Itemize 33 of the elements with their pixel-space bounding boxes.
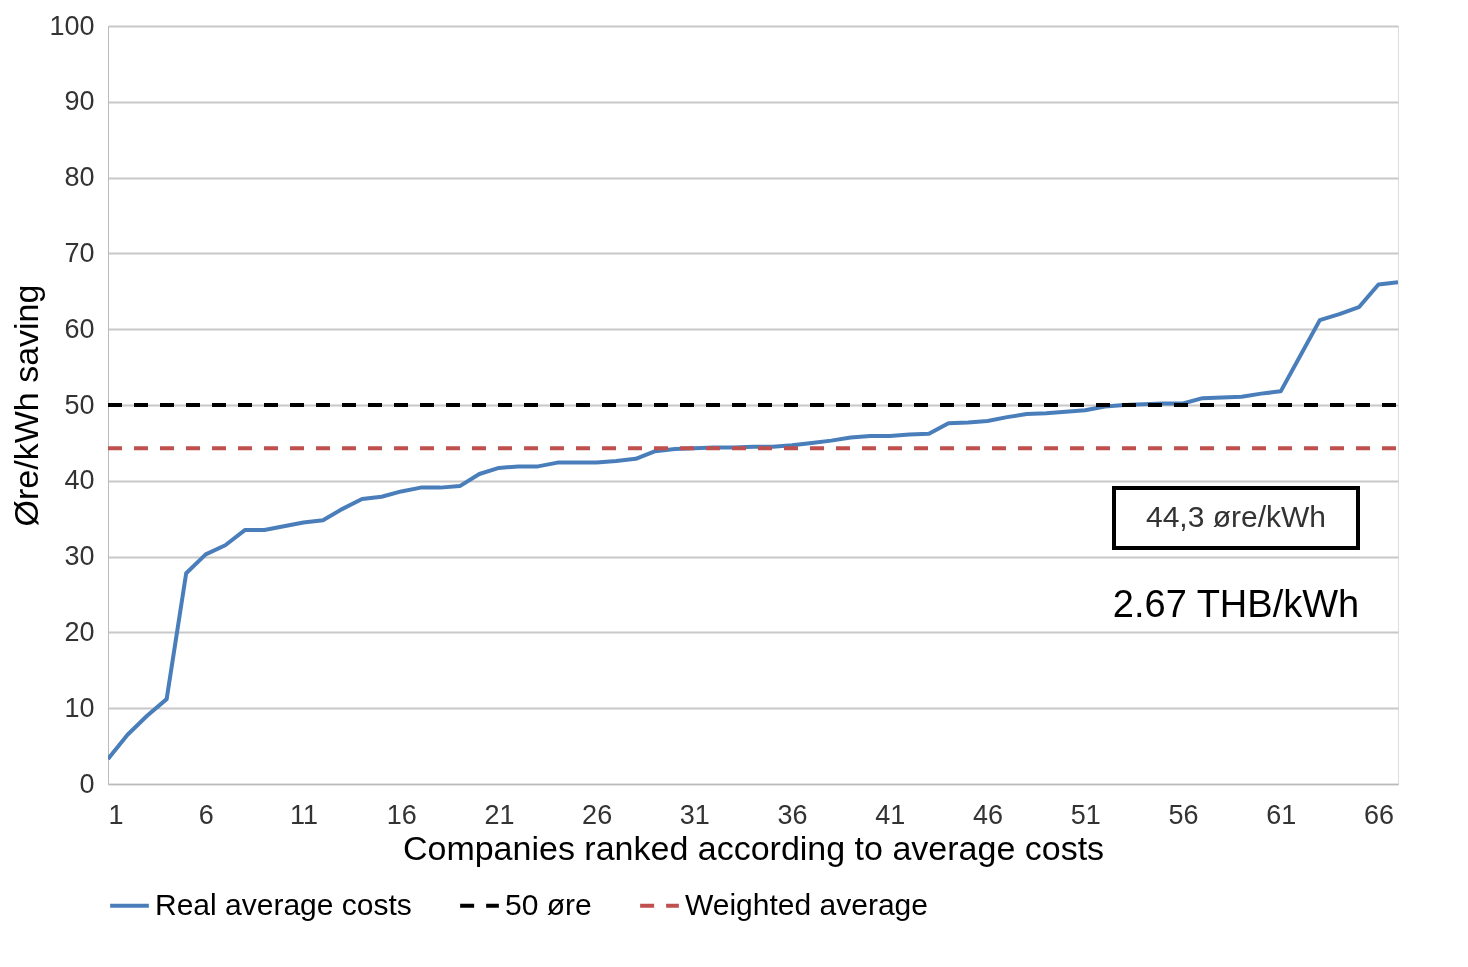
y-tick-label: 100 bbox=[49, 10, 95, 41]
annotation: 2.67 THB/kWh bbox=[1112, 583, 1360, 625]
y-tick-label: 10 bbox=[64, 692, 95, 723]
annotation: 44,3 øre/kWh bbox=[1145, 500, 1327, 533]
legend-label: Weighted average bbox=[685, 887, 928, 921]
x-tick-label: 51 bbox=[1070, 799, 1101, 830]
x-tick-label: 31 bbox=[679, 799, 710, 830]
x-tick-label: 11 bbox=[289, 799, 318, 830]
x-tick-label: 6 bbox=[198, 799, 214, 830]
x-tick-label: 56 bbox=[1168, 799, 1199, 830]
y-tick-label: 70 bbox=[64, 237, 95, 268]
x-tick-label: 26 bbox=[582, 799, 613, 830]
x-tick-label: 41 bbox=[875, 799, 906, 830]
x-tick-label: 1 bbox=[108, 799, 124, 830]
x-tick-label: 36 bbox=[777, 799, 808, 830]
y-tick-label: 50 bbox=[64, 389, 95, 420]
y-tick-label: 40 bbox=[64, 465, 95, 496]
y-axis-title: Øre/kWh saving bbox=[7, 284, 46, 527]
x-tick-label: 61 bbox=[1266, 799, 1297, 830]
y-tick-label: 0 bbox=[79, 768, 95, 799]
y-tick-label: 30 bbox=[64, 541, 95, 572]
x-tick-label: 21 bbox=[484, 799, 515, 830]
x-axis-title: Companies ranked according to average costs bbox=[402, 828, 1105, 867]
y-tick-label: 60 bbox=[64, 313, 95, 344]
legend-label: 50 øre bbox=[505, 887, 592, 921]
legend-label: Real average costs bbox=[155, 887, 412, 921]
y-tick-label: 20 bbox=[64, 616, 95, 647]
y-tick-label: 90 bbox=[64, 86, 95, 117]
x-tick-label: 46 bbox=[973, 799, 1004, 830]
line-series bbox=[108, 280, 1398, 761]
x-tick-label: 66 bbox=[1363, 799, 1394, 830]
y-tick-label: 80 bbox=[64, 162, 95, 193]
x-tick-label: 16 bbox=[386, 799, 417, 830]
